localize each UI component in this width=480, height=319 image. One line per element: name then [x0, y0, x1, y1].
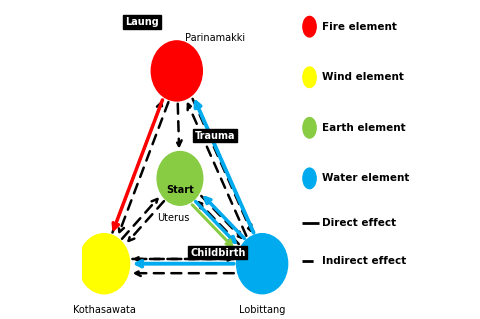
Ellipse shape [151, 41, 202, 101]
Ellipse shape [303, 168, 316, 189]
Text: Earth element: Earth element [322, 123, 406, 133]
Text: Uterus: Uterus [157, 213, 190, 223]
Ellipse shape [303, 67, 316, 87]
Text: Trauma: Trauma [194, 131, 235, 141]
Text: Parinamakki: Parinamakki [185, 33, 245, 43]
Text: Fire element: Fire element [322, 22, 397, 32]
Text: Lobittang: Lobittang [239, 305, 285, 315]
Ellipse shape [157, 152, 203, 205]
Text: Kothasawata: Kothasawata [72, 305, 135, 315]
Ellipse shape [237, 234, 288, 294]
Text: Direct effect: Direct effect [322, 218, 396, 228]
Text: Indirect effect: Indirect effect [322, 256, 407, 265]
Text: Childbirth: Childbirth [190, 248, 246, 258]
Text: Start: Start [166, 185, 194, 195]
Text: Wind element: Wind element [322, 72, 404, 82]
Ellipse shape [303, 117, 316, 138]
Text: Laung: Laung [125, 17, 159, 27]
Ellipse shape [303, 16, 316, 37]
Text: Water element: Water element [322, 173, 409, 183]
Ellipse shape [79, 234, 130, 294]
